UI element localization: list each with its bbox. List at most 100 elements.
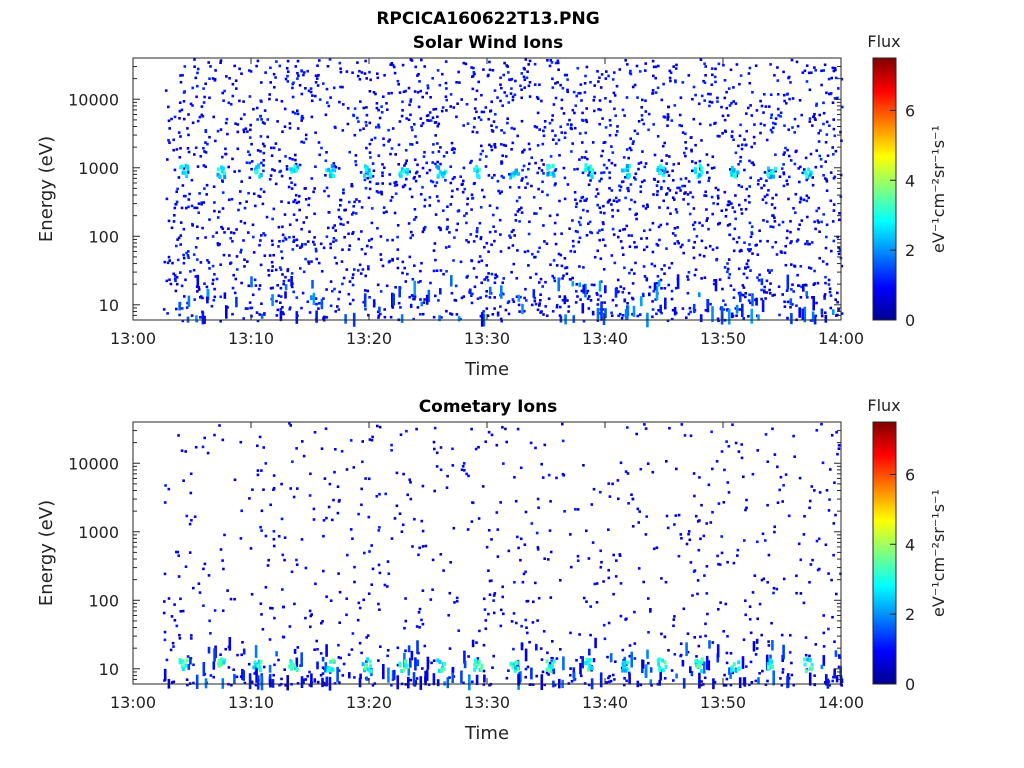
flux-cell xyxy=(322,534,325,538)
flux-cell xyxy=(181,74,184,77)
peak-cell xyxy=(546,166,550,171)
flux-cell xyxy=(698,253,702,257)
flux-cell xyxy=(437,226,441,229)
flux-cell xyxy=(417,553,420,557)
peak-cell xyxy=(402,668,406,673)
flux-cell xyxy=(240,72,243,75)
flux-cell xyxy=(623,227,627,231)
flux-cell xyxy=(756,276,759,279)
flux-cell xyxy=(597,80,600,83)
flux-cell xyxy=(436,142,439,145)
flux-cell xyxy=(233,597,236,601)
peak-cell xyxy=(178,165,182,170)
flux-cell xyxy=(469,233,473,236)
flux-cell xyxy=(401,260,405,264)
peak-cell xyxy=(657,657,661,662)
flux-cell xyxy=(664,580,668,584)
peak-cell xyxy=(435,164,439,169)
peak-cell xyxy=(694,659,698,663)
flux-cell xyxy=(749,631,753,635)
flux-cell xyxy=(807,71,811,75)
flux-cell xyxy=(676,226,679,229)
flux-cell xyxy=(379,290,383,293)
flux-cell xyxy=(641,150,644,153)
flux-cell xyxy=(720,105,723,109)
flux-cell xyxy=(239,220,243,223)
flux-cell xyxy=(405,117,408,120)
flux-cell xyxy=(610,203,613,206)
flux-cell xyxy=(629,148,633,152)
peak-cell xyxy=(661,658,664,663)
flux-cell xyxy=(595,582,599,585)
flux-cell xyxy=(730,134,734,138)
flux-cell xyxy=(831,146,834,149)
flux-cell xyxy=(740,456,744,460)
flux-cell xyxy=(755,638,759,642)
flux-cell xyxy=(590,283,594,287)
flux-cell xyxy=(367,313,370,317)
flux-cell xyxy=(282,279,286,283)
flux-cell xyxy=(637,162,641,165)
flux-cell xyxy=(227,101,231,105)
flux-cell xyxy=(441,72,444,76)
flux-cell xyxy=(840,77,844,81)
flux-cell xyxy=(248,176,252,179)
flux-cell xyxy=(502,73,505,77)
flux-cell xyxy=(607,482,610,485)
flux-cell xyxy=(761,300,765,313)
flux-cell xyxy=(462,61,466,65)
flux-cell xyxy=(745,112,748,115)
flux-cell xyxy=(353,565,356,569)
flux-cell xyxy=(255,311,259,314)
flux-cell xyxy=(213,295,217,299)
flux-cell xyxy=(373,136,377,140)
flux-cell xyxy=(689,434,693,438)
flux-cell xyxy=(255,106,259,110)
flux-cell xyxy=(549,596,553,599)
flux-cell xyxy=(403,626,406,630)
flux-cell xyxy=(616,125,619,128)
peak-cell xyxy=(295,168,298,173)
flux-cell xyxy=(537,187,540,191)
flux-cell xyxy=(525,76,529,80)
flux-cell xyxy=(581,141,584,144)
flux-cell xyxy=(264,71,267,74)
flux-cell xyxy=(488,143,491,147)
flux-cell xyxy=(706,299,709,308)
flux-cell xyxy=(477,80,480,84)
flux-cell xyxy=(660,577,663,580)
flux-cell xyxy=(337,208,340,212)
peak-cell xyxy=(517,171,520,176)
flux-cell xyxy=(836,452,839,456)
flux-cell xyxy=(781,671,785,674)
flux-cell xyxy=(554,61,558,65)
flux-cell xyxy=(535,643,538,651)
flux-cell xyxy=(363,551,366,555)
flux-cell xyxy=(239,251,242,254)
flux-cell xyxy=(814,643,818,646)
peak-cell xyxy=(514,660,518,665)
flux-cell xyxy=(420,301,424,307)
flux-cell xyxy=(833,175,837,179)
flux-cell xyxy=(833,640,836,643)
flux-cell xyxy=(656,244,660,247)
flux-cell xyxy=(781,220,785,224)
flux-cell xyxy=(462,462,466,465)
flux-cell xyxy=(716,317,720,321)
flux-cell xyxy=(411,277,415,281)
flux-cell xyxy=(280,100,284,103)
flux-cell xyxy=(243,221,247,225)
flux-cell xyxy=(259,525,262,529)
flux-cell xyxy=(426,119,429,122)
flux-cell xyxy=(449,181,453,185)
peak-cell xyxy=(477,659,481,664)
peak-cell xyxy=(658,666,662,670)
flux-cell xyxy=(803,306,807,323)
flux-cell xyxy=(348,244,352,247)
flux-cell xyxy=(838,212,841,215)
flux-cell xyxy=(386,238,389,242)
flux-cell xyxy=(764,201,768,205)
flux-cell xyxy=(708,104,711,108)
flux-cell xyxy=(286,269,289,273)
panel-title: Cometary Ions xyxy=(419,397,558,417)
